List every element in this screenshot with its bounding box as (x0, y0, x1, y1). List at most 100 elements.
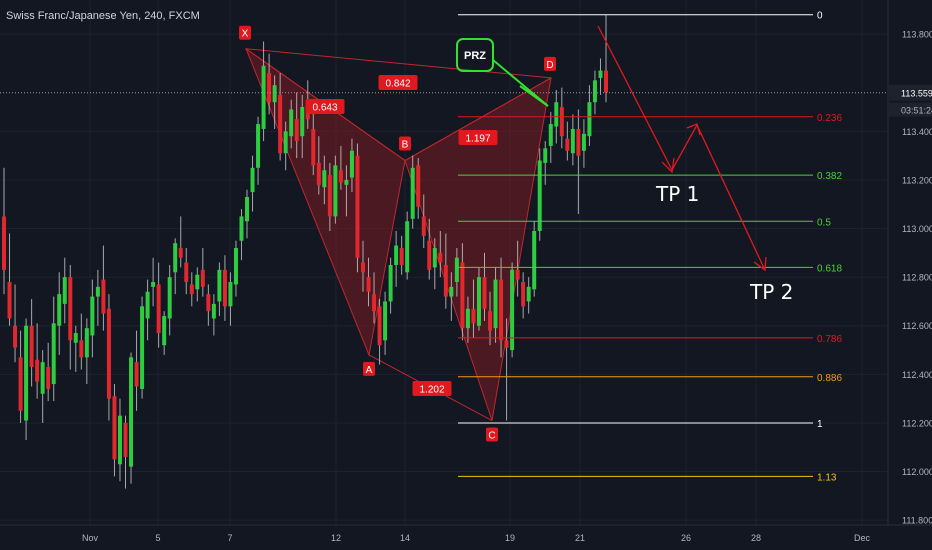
candle-body (432, 247, 437, 268)
candle-body (18, 357, 23, 411)
tp2-arrowhead (753, 256, 767, 272)
candle-body (261, 65, 266, 129)
candle-body (377, 306, 382, 346)
candle-body (239, 216, 244, 241)
candle-body (554, 102, 559, 127)
ratio-label-bd-bg (458, 130, 498, 145)
current-price-tag: 113.559 (901, 89, 932, 99)
ratio-label-xb: 0.643 (312, 103, 337, 114)
candle-body (267, 73, 272, 103)
price-tick-label: 112.600 (902, 321, 932, 331)
candle-body (112, 396, 117, 460)
candle-body (173, 243, 178, 273)
ratio-label-ac-bg (412, 381, 452, 396)
point-label-bg-x (239, 25, 251, 40)
candle-body (504, 340, 509, 348)
candle-body (587, 102, 592, 137)
price-tick-label: 113.000 (902, 224, 932, 234)
fib-level-label: 0.618 (817, 263, 842, 274)
candle-body (576, 128, 581, 156)
candle-body (217, 269, 222, 302)
candle-body (189, 284, 194, 295)
candle-body (322, 170, 327, 188)
price-tick-label: 113.800 (902, 30, 932, 40)
projection-path (597, 25, 765, 269)
tp1-arrowhead (661, 157, 675, 174)
candle-body (46, 367, 51, 389)
candle-body (460, 262, 465, 329)
candle-body (349, 150, 354, 178)
candle-body (604, 70, 608, 93)
price-tick-label: 112.200 (902, 418, 932, 428)
prz-box (456, 38, 494, 72)
symbol-title: Swiss Franc/Japanese Yen, 240, FXCM (6, 10, 200, 22)
candle-body (178, 247, 183, 258)
candle-body (29, 325, 34, 368)
candle-body (499, 279, 504, 341)
fib-level-label: 0.236 (817, 113, 842, 124)
candle-body (449, 286, 454, 297)
countdown-tag-bg (889, 102, 932, 117)
candle-body (184, 262, 189, 283)
date-tick-label: 21 (575, 533, 585, 543)
date-tick-label: 28 (751, 533, 761, 543)
date-tick-label: 7 (227, 533, 232, 543)
candle-body (344, 179, 349, 185)
candle-body (24, 325, 29, 421)
candle-body (195, 274, 200, 290)
candle-body (410, 167, 415, 219)
candle-body (106, 308, 111, 399)
date-tick-label: 19 (505, 533, 515, 543)
date-tick-label: 5 (155, 533, 160, 543)
candle-body (167, 277, 172, 319)
date-tick-label: 14 (400, 533, 410, 543)
candle-body (427, 240, 432, 270)
candle-body (51, 323, 56, 385)
candle-body (95, 286, 100, 297)
candle-body (162, 316, 167, 346)
pattern-line-xd (245, 48, 552, 79)
fib-level-label: 0.786 (817, 334, 842, 345)
candle-body (581, 133, 586, 151)
candle-body (68, 277, 73, 341)
tp1-label: TP 1 (655, 182, 699, 206)
candle-body (526, 286, 531, 302)
date-tick-label: 12 (331, 533, 341, 543)
candle-body (156, 284, 161, 334)
candle-body (62, 277, 67, 304)
candle-body (272, 85, 277, 103)
candle-body (129, 357, 134, 467)
point-label-x: X (242, 29, 249, 40)
candle-body (416, 165, 421, 207)
candle-body (360, 262, 365, 273)
point-label-b: B (402, 140, 409, 151)
candle-body (316, 162, 321, 185)
price-tick-label: 113.400 (902, 127, 932, 137)
candle-body (454, 257, 459, 283)
tp2-label: TP 2 (749, 280, 793, 304)
candle-body (543, 148, 548, 163)
candle-body (228, 282, 233, 307)
candle-body (294, 119, 299, 142)
candle-body (405, 221, 410, 273)
candle-body (211, 303, 216, 319)
candle-body (355, 155, 360, 258)
candle-body (311, 128, 316, 166)
candle-body (245, 196, 250, 222)
candle-body (35, 359, 40, 382)
candle-body (515, 269, 520, 280)
candle-body (493, 279, 498, 329)
time-axis-bg (0, 525, 932, 550)
date-tick-label: Nov (82, 533, 99, 543)
candle-body (372, 294, 377, 312)
point-label-bg-d (544, 56, 556, 71)
candle-body (333, 165, 338, 217)
candle-body (548, 124, 553, 146)
candle-body (117, 415, 122, 465)
candle-body (250, 167, 255, 193)
prz-pointer (492, 59, 549, 107)
candle-body (388, 265, 393, 302)
ratio-label-ac: 1.202 (419, 385, 444, 396)
